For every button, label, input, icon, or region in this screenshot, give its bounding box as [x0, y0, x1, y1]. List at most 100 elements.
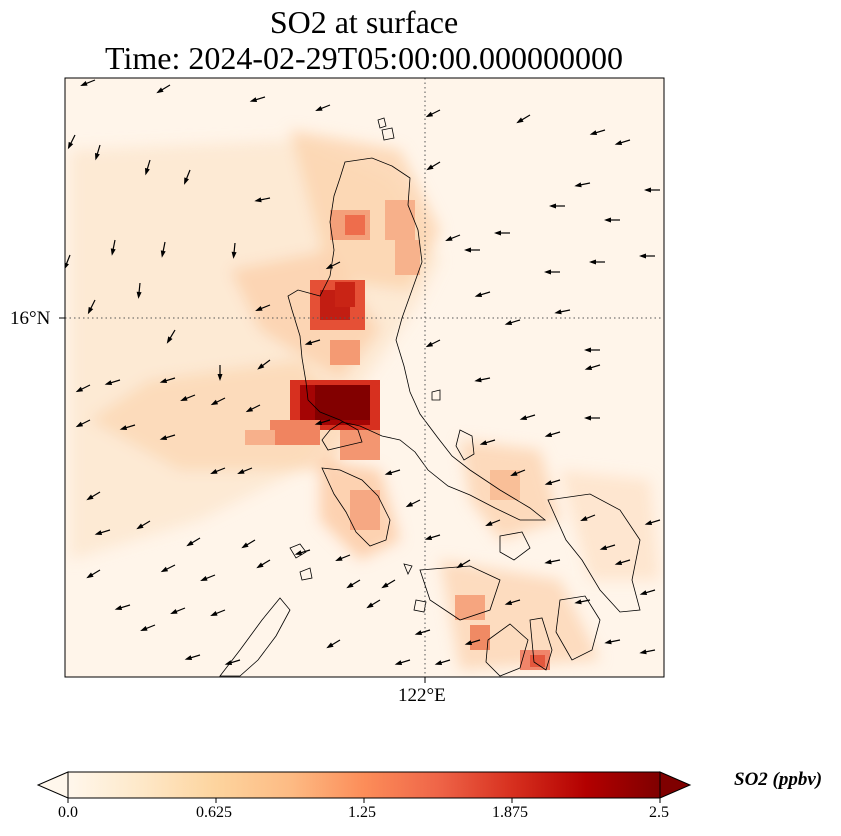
wind-arrow-head [249, 97, 258, 102]
samar-coastline [547, 493, 641, 613]
wind-arrow-head [156, 87, 164, 94]
wind-arrow-head [210, 611, 218, 616]
wind-arrow-head [217, 374, 223, 381]
wind-arrow-head [241, 542, 249, 549]
wind-arrow-head [614, 560, 623, 565]
wind-arrow-head [170, 609, 178, 614]
wind-arrow-head [245, 406, 254, 413]
wind-arrow-head [504, 320, 513, 325]
wind-arrow-head [255, 306, 263, 311]
wind-arrow-head [474, 377, 482, 383]
wind-arrow-head [485, 521, 493, 526]
wind-arrow-head [86, 494, 94, 501]
wind-arrow-head [425, 341, 434, 348]
luzon-coastline [287, 157, 547, 521]
wind-arrow-head [145, 167, 150, 176]
colorbar-label: SO2 (ppbv) [734, 769, 823, 790]
colorbar-tick-label: 0.625 [196, 804, 232, 821]
wind-arrow-head [166, 336, 173, 344]
wind-arrow-head [256, 562, 264, 569]
wind-arrow-head [315, 106, 323, 111]
wind-arrow-head [405, 501, 414, 508]
wind-arrow-head [94, 530, 103, 535]
colorbar-extend-high [659, 771, 692, 799]
wind-arrow-head [599, 545, 608, 550]
map-frame [64, 77, 665, 678]
wind-arrow-head [425, 111, 434, 118]
wind-arrow-head [87, 306, 94, 315]
wind-arrow-head [184, 177, 189, 185]
wind-arrow-head [434, 660, 443, 665]
so2-heatmap [70, 130, 660, 670]
wind-arrow-head [65, 262, 69, 269]
wind-arrow-head [504, 600, 513, 605]
wind-arrow-head [224, 660, 233, 665]
lon-label: 122°E [398, 685, 446, 706]
colorbar-labels: 0.0 0.625 1.25 1.875 2.5 SO2 (ppbv) [0, 760, 841, 836]
wind-arrow-head [159, 435, 168, 440]
wind-arrow-head [257, 363, 265, 370]
wind-arrow-head [95, 152, 100, 161]
wind-arrow-head [210, 469, 218, 474]
wind-arrow-head [314, 420, 323, 425]
colorbar [36, 771, 692, 803]
colorbar-tick-label: 2.5 [649, 804, 669, 821]
leyte-coastline [555, 595, 601, 661]
wind-arrow-head [231, 251, 237, 259]
wind-arrow-head [136, 523, 144, 530]
panay-coastline [419, 565, 501, 621]
palawan-coastline [219, 597, 291, 677]
cebu-coastline [529, 617, 553, 671]
chart-title: SO2 at surface [269, 4, 459, 40]
wind-arrow-head [574, 599, 582, 605]
so2-cells [245, 200, 550, 670]
lat-label: 16°N [10, 308, 51, 329]
wind-arrow-head [424, 535, 433, 540]
wind-arrow-head [516, 117, 524, 124]
negros-coastline [485, 623, 529, 677]
wind-arrow-head [294, 550, 303, 555]
wind-arrow-head [494, 230, 501, 236]
wind-arrow-head [445, 236, 453, 241]
wind-vectors [51, 79, 661, 665]
wind-arrow-head [584, 347, 591, 353]
wind-arrow-head [114, 605, 123, 610]
wind-arrow-head [119, 425, 128, 430]
wind-arrow-head [186, 540, 194, 547]
chart-subtitle-time: Time: 2024-02-29T05:00:00.000000000 [105, 40, 623, 76]
masbate-coastline [499, 531, 531, 561]
wind-arrow-head [51, 608, 58, 613]
wind-arrow-head [544, 480, 553, 485]
wind-arrow-head [67, 141, 74, 150]
wind-arrow-head [254, 197, 262, 203]
wind-arrow-head [479, 440, 488, 445]
wind-arrow-head [184, 655, 193, 660]
wind-arrow-head [200, 576, 208, 581]
wind-arrow-head [456, 562, 464, 569]
mindoro-coastline [321, 467, 391, 547]
wind-arrow-head [604, 217, 611, 223]
wind-arrow-head [464, 640, 473, 645]
wind-arrow-head [75, 386, 84, 393]
wind-arrow-head [474, 292, 483, 297]
wind-arrow-head [519, 415, 528, 420]
wind-arrow-head [237, 469, 245, 474]
wind-arrow-head [639, 649, 647, 655]
colorbar-tick-label: 0.0 [58, 804, 78, 821]
wind-arrow-head [584, 365, 593, 370]
wind-arrow-head [140, 626, 148, 631]
wind-arrow-head [180, 396, 188, 401]
wind-arrow-head [325, 263, 334, 270]
wind-arrow-head [136, 291, 142, 299]
wind-arrow-head [589, 130, 598, 135]
wind-arrow-head [510, 471, 518, 476]
wind-arrow-head [80, 81, 88, 86]
wind-arrow-head [589, 259, 596, 265]
wind-arrow-head [544, 559, 552, 565]
wind-arrow-head [346, 582, 354, 589]
wind-arrow-head [414, 630, 423, 635]
wind-arrow-head [584, 415, 591, 421]
wind-arrow-head [604, 639, 612, 645]
wind-arrow-head [86, 572, 94, 579]
